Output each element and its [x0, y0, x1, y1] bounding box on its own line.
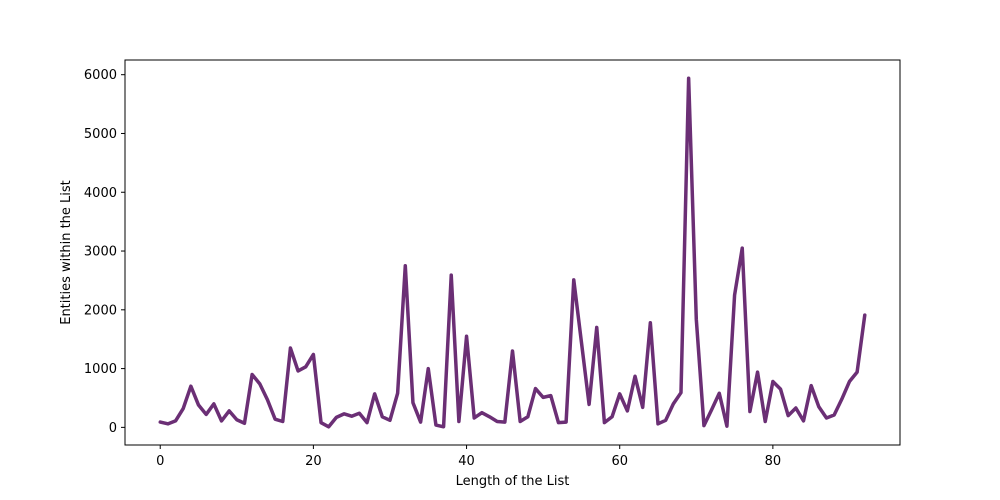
- y-tick-label: 3000: [84, 245, 117, 260]
- plot-area: [124, 59, 901, 446]
- series-line: [158, 76, 867, 429]
- x-tick-label: 40: [458, 454, 475, 469]
- y-tick-label: 5000: [84, 127, 117, 142]
- y-tick-label: 1000: [84, 362, 117, 377]
- y-tick-label: 0: [109, 421, 117, 436]
- y-axis-label: Entities within the List: [59, 180, 74, 325]
- y-tick-label: 4000: [84, 186, 117, 201]
- y-tick-label: 6000: [84, 68, 117, 83]
- x-axis-label: Length of the List: [456, 474, 570, 489]
- x-tick-label: 80: [765, 454, 782, 469]
- x-tick-label: 0: [156, 454, 164, 469]
- y-tick-label: 2000: [84, 303, 117, 318]
- plot-frame: [124, 59, 901, 446]
- y-axis-ticks: 0 1000 2000 3000 4000 5000 6000: [84, 68, 125, 436]
- x-axis-ticks: 0 20 40 60 80: [156, 445, 781, 469]
- x-tick-label: 20: [305, 454, 322, 469]
- x-tick-label: 60: [611, 454, 628, 469]
